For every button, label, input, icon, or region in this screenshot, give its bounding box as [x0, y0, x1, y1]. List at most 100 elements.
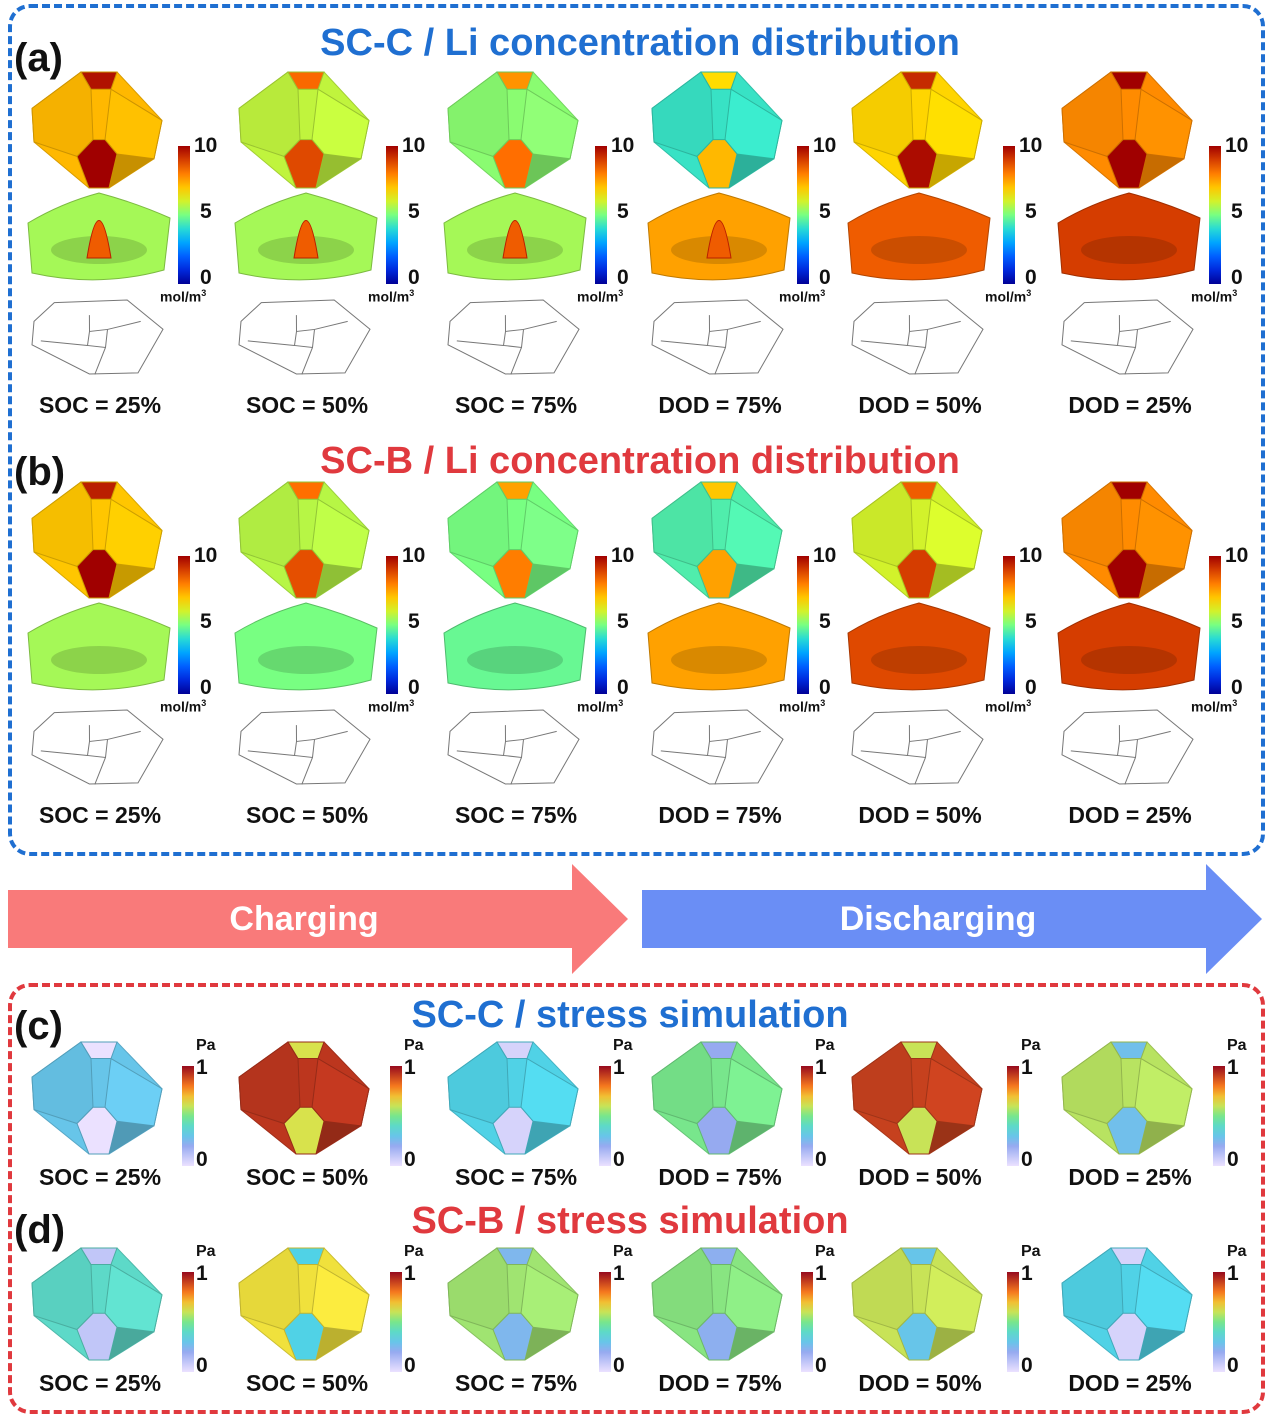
panel-c-title: SC-C / stress simulation [411, 994, 849, 1036]
panel_a-cbar-min-2: 0 [408, 266, 420, 289]
panel_b-cbar-max-5: 10 [1019, 544, 1043, 567]
discharging-arrow [642, 864, 1262, 974]
panel_a-cbar-unit-4: mol/m3 [779, 288, 826, 305]
panel_b-cbar-mid-2: 5 [408, 610, 420, 633]
panel_b-outline-6 [1061, 709, 1194, 785]
panel_b-cbar-max-2: 10 [402, 544, 426, 567]
panel_b-cbar-max-3: 10 [611, 544, 635, 567]
panel_d-cbar-min-2: 0 [404, 1354, 416, 1377]
panel-b-label: (b) [14, 450, 66, 494]
panel_b-surface-4 [647, 602, 791, 691]
panel_d-crystal-6 [1061, 1247, 1193, 1361]
panel_d-cbar-min-6: 0 [1227, 1354, 1239, 1377]
panel_c-cbar-min-3: 0 [613, 1148, 625, 1171]
panel_b-cbar-mid-1: 5 [200, 610, 212, 633]
panel_c-state-5: DOD = 50% [858, 1164, 982, 1190]
panel_b-colorbar-4 [797, 556, 809, 694]
panel_c-cbar-unit-5: Pa [1021, 1037, 1041, 1054]
panel_d-cbar-min-4: 0 [815, 1354, 827, 1377]
panel_d-cbar-unit-3: Pa [613, 1243, 633, 1260]
panel_a-surface-6 [1057, 192, 1201, 281]
panel_a-cbar-mid-3: 5 [617, 200, 629, 223]
panel_a-outline-3 [447, 299, 580, 375]
panel_a-surface-5 [847, 192, 991, 281]
panel_b-cbar-unit-5: mol/m3 [985, 698, 1032, 715]
panel_b-state-5: DOD = 50% [858, 802, 982, 828]
panel_c-state-6: DOD = 25% [1068, 1164, 1192, 1190]
panel_d-colorbar-2 [390, 1272, 402, 1372]
panel_b-cbar-min-5: 0 [1025, 676, 1037, 699]
panel_c-cbar-max-1: 1 [196, 1056, 208, 1079]
panel_b-cbar-unit-2: mol/m3 [368, 698, 415, 715]
panel_c-colorbar-5 [1007, 1066, 1019, 1166]
panel_d-colorbar-5 [1007, 1272, 1019, 1372]
panel_b-cbar-mid-4: 5 [819, 610, 831, 633]
panel_b-crystal-6 [1061, 481, 1193, 599]
panel_c-cbar-unit-6: Pa [1227, 1037, 1247, 1054]
panel_d-state-5: DOD = 50% [858, 1370, 982, 1396]
panel_d-crystal-3 [447, 1247, 579, 1361]
panel_a-cbar-max-2: 10 [402, 134, 426, 157]
panel_a-cbar-max-6: 10 [1225, 134, 1249, 157]
panel_b-cbar-min-4: 0 [819, 676, 831, 699]
panel_a-cbar-unit-6: mol/m3 [1191, 288, 1238, 305]
panel_a-cbar-min-1: 0 [200, 266, 212, 289]
panel_c-cbar-min-4: 0 [815, 1148, 827, 1171]
panel_c-crystal-4 [651, 1041, 783, 1155]
panel_a-cbar-min-3: 0 [617, 266, 629, 289]
panel_b-outline-4 [651, 709, 784, 785]
panel_b-cbar-min-6: 0 [1231, 676, 1243, 699]
panel_a-surface-2 [234, 192, 378, 281]
panel_b-crystal-3 [447, 481, 579, 599]
panel_d-colorbar-6 [1213, 1272, 1225, 1372]
panel_a-cbar-max-3: 10 [611, 134, 635, 157]
panel_d-state-1: SOC = 25% [38, 1370, 162, 1396]
panel_a-cbar-min-5: 0 [1025, 266, 1037, 289]
panel_b-state-2: SOC = 50% [245, 802, 369, 828]
panel_b-cbar-mid-3: 5 [617, 610, 629, 633]
panel_c-cbar-unit-1: Pa [196, 1037, 216, 1054]
panel_c-cbar-max-5: 1 [1021, 1056, 1033, 1079]
panel_c-cbar-min-6: 0 [1227, 1148, 1239, 1171]
panel_a-cbar-max-5: 10 [1019, 134, 1043, 157]
panel_c-cbar-unit-2: Pa [404, 1037, 424, 1054]
panel_a-crystal-5 [851, 71, 983, 189]
panel_b-state-4: DOD = 75% [658, 802, 782, 828]
panel_d-crystal-5 [851, 1247, 983, 1361]
panel_d-cbar-min-3: 0 [613, 1354, 625, 1377]
panel_d-cbar-max-1: 1 [196, 1262, 208, 1285]
panel_a-cbar-mid-5: 5 [1025, 200, 1037, 223]
panel_c-colorbar-6 [1213, 1066, 1225, 1166]
panel_d-state-2: SOC = 50% [245, 1370, 369, 1396]
panel_a-cbar-mid-4: 5 [819, 200, 831, 223]
panel_b-surface-1 [27, 602, 171, 691]
panel_d-cbar-min-5: 0 [1021, 1354, 1033, 1377]
panel_d-cbar-max-3: 1 [613, 1262, 625, 1285]
panel_b-cbar-unit-4: mol/m3 [779, 698, 826, 715]
panel_d-cbar-max-4: 1 [815, 1262, 827, 1285]
panel_a-outline-2 [238, 299, 371, 375]
panel_d-cbar-unit-5: Pa [1021, 1243, 1041, 1260]
panel_c-crystal-3 [447, 1041, 579, 1155]
panel_b-surface-6 [1057, 602, 1201, 691]
panel_b-cbar-max-6: 10 [1225, 544, 1249, 567]
charging-label: Charging [229, 900, 379, 938]
panel_b-cbar-unit-1: mol/m3 [160, 698, 207, 715]
panel_a-outline-5 [851, 299, 984, 375]
panel_a-cbar-max-4: 10 [813, 134, 837, 157]
panel_c-colorbar-2 [390, 1066, 402, 1166]
panel_b-outline-2 [238, 709, 371, 785]
panel_b-outline-3 [447, 709, 580, 785]
panel-b-title: SC-B / Li concentration distribution [320, 440, 960, 482]
panel_c-crystal-6 [1061, 1041, 1193, 1155]
panel_a-outline-6 [1061, 299, 1194, 375]
panel_d-colorbar-1 [182, 1272, 194, 1372]
panel_d-cbar-unit-1: Pa [196, 1243, 216, 1260]
panel_a-surface-3 [443, 192, 587, 281]
panel_d-cbar-unit-4: Pa [815, 1243, 835, 1260]
panel_a-state-1: SOC = 25% [38, 392, 162, 418]
panel_c-state-2: SOC = 50% [245, 1164, 369, 1190]
panel_b-crystal-2 [238, 481, 370, 599]
panel_d-state-6: DOD = 25% [1068, 1370, 1192, 1396]
panel-d-title: SC-B / stress simulation [411, 1200, 849, 1242]
